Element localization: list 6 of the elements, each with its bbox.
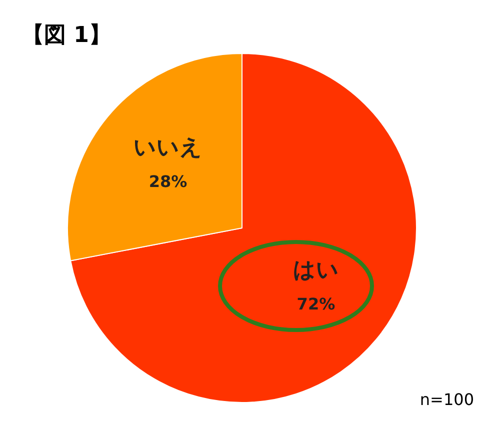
slice-label: はい bbox=[292, 258, 339, 283]
slice-label: いいえ bbox=[134, 136, 203, 161]
chart-title: 【図 1】 bbox=[22, 22, 111, 50]
data-label: 72% bbox=[296, 294, 336, 314]
text: n=100 bbox=[420, 390, 474, 409]
data-label: 28% bbox=[148, 172, 188, 191]
